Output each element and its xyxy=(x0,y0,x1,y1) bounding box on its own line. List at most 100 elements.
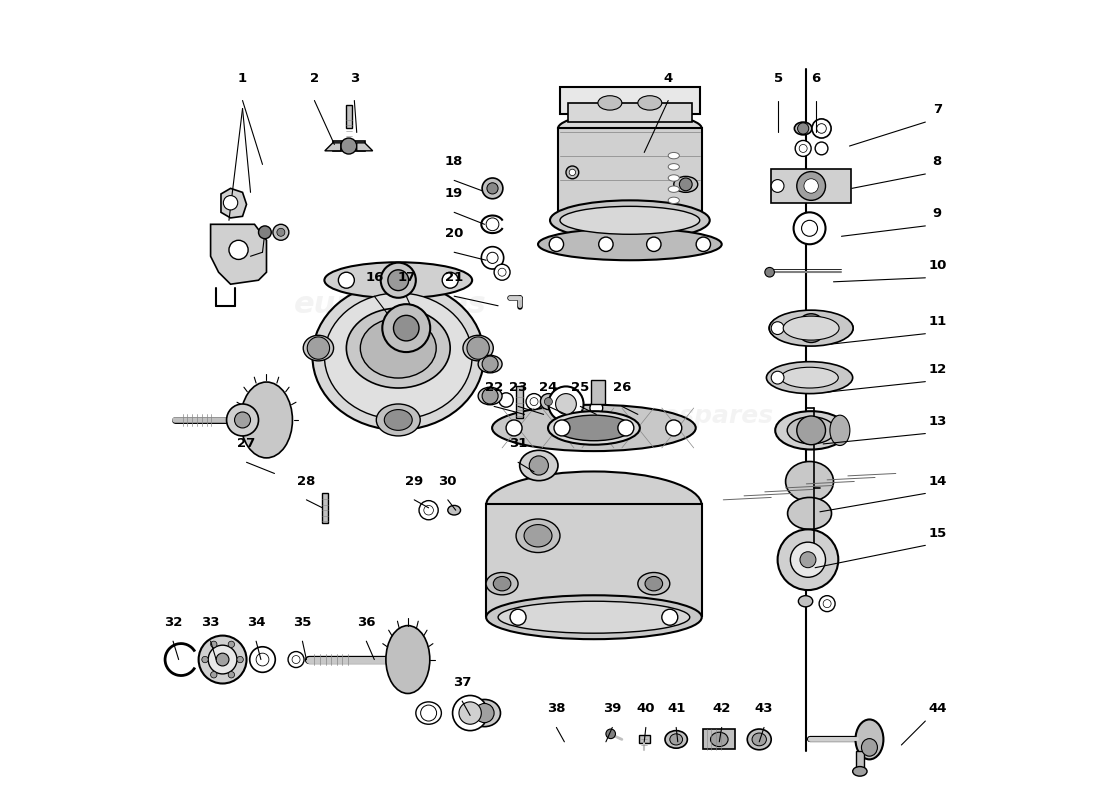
Circle shape xyxy=(662,610,678,626)
Text: 34: 34 xyxy=(246,616,265,630)
Text: 38: 38 xyxy=(547,702,565,715)
Ellipse shape xyxy=(668,186,680,192)
Ellipse shape xyxy=(668,164,680,170)
Circle shape xyxy=(228,671,234,678)
Bar xyxy=(345,105,352,129)
Bar xyxy=(771,170,851,202)
Text: 41: 41 xyxy=(667,702,685,715)
Text: 15: 15 xyxy=(928,526,946,540)
Text: 5: 5 xyxy=(773,71,783,85)
Circle shape xyxy=(764,267,774,277)
Circle shape xyxy=(487,182,498,194)
Text: 31: 31 xyxy=(509,438,527,450)
Circle shape xyxy=(383,304,430,352)
Circle shape xyxy=(420,705,437,721)
Ellipse shape xyxy=(384,410,412,430)
Circle shape xyxy=(292,655,300,663)
Text: eurospares: eurospares xyxy=(615,404,773,428)
Ellipse shape xyxy=(560,206,700,234)
Ellipse shape xyxy=(241,382,293,458)
Circle shape xyxy=(487,252,498,263)
Circle shape xyxy=(208,645,236,674)
Ellipse shape xyxy=(376,404,420,436)
Circle shape xyxy=(549,237,563,251)
Text: 32: 32 xyxy=(164,616,183,630)
Circle shape xyxy=(273,224,289,240)
Ellipse shape xyxy=(638,96,662,110)
Ellipse shape xyxy=(788,417,835,444)
Text: 29: 29 xyxy=(405,475,424,488)
Circle shape xyxy=(381,262,416,298)
Circle shape xyxy=(201,656,208,662)
Ellipse shape xyxy=(493,577,510,591)
Text: 10: 10 xyxy=(928,259,946,272)
Circle shape xyxy=(793,212,825,244)
Bar xyxy=(703,730,735,750)
Circle shape xyxy=(771,371,784,384)
Circle shape xyxy=(815,142,828,155)
Circle shape xyxy=(482,388,498,404)
Circle shape xyxy=(590,402,603,414)
Circle shape xyxy=(482,178,503,198)
Text: 22: 22 xyxy=(485,382,503,394)
Ellipse shape xyxy=(448,506,461,515)
Ellipse shape xyxy=(788,498,832,530)
Text: 4: 4 xyxy=(663,71,673,85)
Bar xyxy=(560,86,700,114)
Ellipse shape xyxy=(324,262,472,298)
Ellipse shape xyxy=(304,335,333,361)
Ellipse shape xyxy=(550,200,710,240)
Circle shape xyxy=(277,228,285,236)
Ellipse shape xyxy=(346,308,450,388)
Circle shape xyxy=(540,394,557,410)
Ellipse shape xyxy=(519,450,558,481)
Circle shape xyxy=(796,314,825,342)
Circle shape xyxy=(816,124,826,134)
Ellipse shape xyxy=(478,387,502,405)
Bar xyxy=(333,142,365,151)
Ellipse shape xyxy=(548,411,640,445)
Text: 30: 30 xyxy=(439,475,456,488)
Ellipse shape xyxy=(598,96,622,110)
Ellipse shape xyxy=(538,228,722,260)
Circle shape xyxy=(796,171,825,200)
Circle shape xyxy=(199,635,246,683)
Text: 39: 39 xyxy=(603,702,622,715)
Circle shape xyxy=(223,195,238,210)
Circle shape xyxy=(482,246,504,269)
Circle shape xyxy=(236,656,243,662)
Text: 11: 11 xyxy=(928,315,946,328)
Text: 6: 6 xyxy=(812,71,821,85)
Text: 24: 24 xyxy=(539,382,558,394)
Circle shape xyxy=(800,145,807,153)
Ellipse shape xyxy=(645,577,662,591)
Circle shape xyxy=(795,141,811,157)
Circle shape xyxy=(482,356,498,372)
Ellipse shape xyxy=(752,733,767,746)
Ellipse shape xyxy=(312,282,484,430)
Ellipse shape xyxy=(486,595,702,639)
Ellipse shape xyxy=(498,602,690,633)
Circle shape xyxy=(529,456,549,475)
Text: 40: 40 xyxy=(637,702,656,715)
Ellipse shape xyxy=(829,415,850,446)
Ellipse shape xyxy=(668,197,680,203)
Text: 9: 9 xyxy=(933,207,942,220)
Circle shape xyxy=(666,420,682,436)
Circle shape xyxy=(566,166,579,178)
Text: 19: 19 xyxy=(446,187,463,200)
Circle shape xyxy=(647,237,661,251)
Ellipse shape xyxy=(492,405,695,451)
Ellipse shape xyxy=(324,293,472,419)
Circle shape xyxy=(307,337,330,359)
Circle shape xyxy=(217,653,229,666)
Ellipse shape xyxy=(861,738,878,756)
Circle shape xyxy=(569,170,575,175)
Circle shape xyxy=(544,398,552,406)
Ellipse shape xyxy=(769,311,854,345)
Circle shape xyxy=(606,729,616,738)
Circle shape xyxy=(804,178,818,193)
Ellipse shape xyxy=(711,732,728,746)
Ellipse shape xyxy=(638,573,670,595)
Bar xyxy=(568,102,692,122)
